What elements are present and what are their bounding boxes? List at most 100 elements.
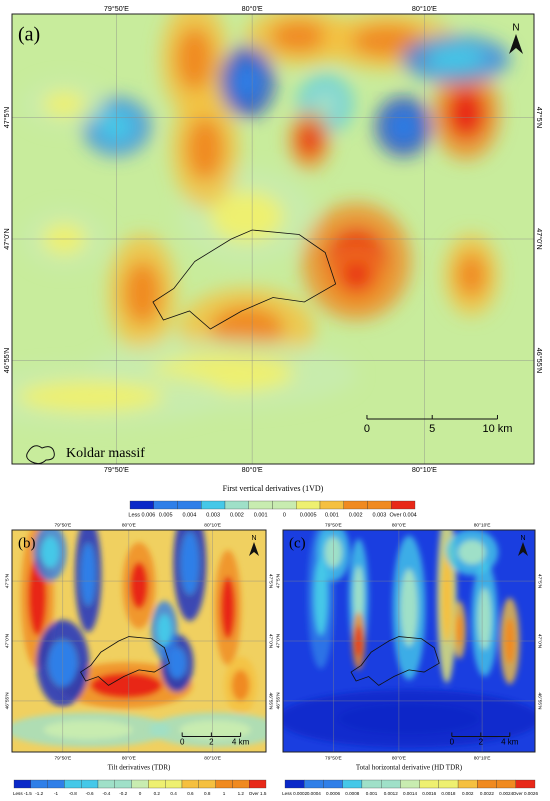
lon-label: 79°50'E xyxy=(325,755,342,761)
colorbar-swatch xyxy=(215,779,233,789)
north-arrow xyxy=(249,542,259,556)
colorbar-swatch xyxy=(391,500,416,510)
colorbar-label: 0.001 xyxy=(254,512,268,518)
colorbar-label: Over 0.0026 xyxy=(513,791,539,796)
anomaly-core xyxy=(179,720,251,740)
lat-label: 46°55'N xyxy=(268,692,274,710)
lon-label: 80°0'E xyxy=(242,4,263,13)
anomaly-core xyxy=(168,647,186,679)
anomaly-core xyxy=(313,557,328,636)
lat-label: 47°5'N xyxy=(275,573,281,588)
colorbar-label: 0.002 xyxy=(230,512,244,518)
colorbar-swatch xyxy=(496,779,516,789)
colorbar-swatch xyxy=(232,779,250,789)
panel-label: (c) xyxy=(289,535,306,551)
colorbar-label: -0.6 xyxy=(86,791,94,796)
colorbar-label: 0 xyxy=(283,512,286,518)
colorbar-label: 0.8 xyxy=(204,791,211,796)
lon-label: 80°10'E xyxy=(474,522,491,528)
colorbar-swatch xyxy=(457,779,478,789)
anomaly-core xyxy=(447,87,485,139)
scale-label: 5 xyxy=(429,423,435,435)
colorbar-swatch xyxy=(419,779,439,789)
map-panel xyxy=(12,530,266,752)
colorbar-label: 0.002 xyxy=(349,512,363,518)
anomaly-core xyxy=(298,124,321,156)
lon-label: 79°50'E xyxy=(104,465,129,474)
lat-label: 47°0'N xyxy=(2,228,11,249)
colorbar-swatch xyxy=(47,779,65,789)
colorbar-label: -0.8 xyxy=(69,791,77,796)
lon-label: 80°0'E xyxy=(392,522,406,528)
lon-label: 80°0'E xyxy=(242,465,263,474)
anomaly-core xyxy=(43,720,133,740)
anomaly-core xyxy=(400,568,418,647)
colorbar-label: -1 xyxy=(54,791,59,796)
colorbar-label: -0.4 xyxy=(102,791,110,796)
colorbar-swatch xyxy=(477,779,497,789)
lat-label: 47°0'N xyxy=(268,634,274,649)
colorbar-title: First vertical derivatives (1VD) xyxy=(223,484,324,493)
colorbar-swatch xyxy=(97,779,115,789)
colorbar-label: 0.005 xyxy=(159,512,173,518)
lon-label: 79°50'E xyxy=(54,755,71,761)
colorbar-label: 0.002 xyxy=(462,791,474,796)
map-panel xyxy=(283,530,535,752)
anomaly-field xyxy=(283,530,535,748)
panel-label: (a) xyxy=(18,24,40,46)
map-panel xyxy=(12,14,534,464)
colorbar-swatch xyxy=(224,500,249,510)
scale-label: 2 xyxy=(479,738,484,747)
anomaly-core xyxy=(220,576,236,639)
anomaly-core xyxy=(477,587,492,650)
colorbar-label: 0.0008 xyxy=(345,791,359,796)
lon-label: 80°10'E xyxy=(412,4,437,13)
colorbar-swatch xyxy=(248,500,273,510)
lat-label: 47°5'N xyxy=(535,107,544,128)
scale-label: 0 xyxy=(450,738,455,747)
colorbar-title: Tilt derivatives (TDR) xyxy=(108,764,171,772)
anomaly-core xyxy=(210,191,284,242)
north-label: N xyxy=(251,535,256,542)
anomaly-core xyxy=(269,20,329,53)
lat-label: 46°55'N xyxy=(2,348,11,373)
colorbar-swatch xyxy=(114,779,132,789)
lon-label: 80°10'E xyxy=(412,465,437,474)
colorbar-label: 0.0018 xyxy=(441,791,455,796)
lat-label: 46°55'N xyxy=(275,692,281,710)
anomaly-core xyxy=(90,672,162,698)
scale-label: 2 xyxy=(209,738,214,747)
colorbar-label: 0.0014 xyxy=(403,791,417,796)
lat-label: 47°5'N xyxy=(2,107,11,128)
colorbar-swatch xyxy=(129,500,154,510)
anomaly-core xyxy=(310,88,340,120)
colorbar-label: 0.0024 xyxy=(499,791,513,796)
colorbar-swatch xyxy=(381,779,401,789)
colorbar-label: 0.001 xyxy=(366,791,378,796)
colorbar-swatch xyxy=(201,500,226,510)
colorbar-label: 0.0006 xyxy=(326,791,340,796)
colorbar-swatch xyxy=(319,500,344,510)
lon-label: 79°50'E xyxy=(54,522,71,528)
lon-label: 80°0'E xyxy=(122,755,136,761)
lon-label: 79°50'E xyxy=(104,4,129,13)
anomaly-field xyxy=(12,530,266,748)
anomaly-core xyxy=(17,380,164,413)
koldar-outline xyxy=(350,636,440,686)
colorbar-label: -0.2 xyxy=(119,791,127,796)
colorbar-swatch xyxy=(30,779,48,789)
colorbar-swatch xyxy=(81,779,99,789)
colorbar-label: 0.6 xyxy=(187,791,194,796)
colorbar-swatch xyxy=(367,500,392,510)
scale-label: 4 km xyxy=(501,738,519,747)
scale-label: 4 km xyxy=(232,738,250,747)
lat-label: 46°55'N xyxy=(535,348,544,373)
colorbar-swatch xyxy=(13,779,31,789)
lat-label: 47°5'N xyxy=(4,573,10,588)
anomaly-core xyxy=(186,117,224,181)
colorbar-label: 0.004 xyxy=(182,512,196,518)
colorbar-swatch xyxy=(361,779,382,789)
colorbar-label: 0.0004 xyxy=(307,791,321,796)
colorbar-swatch xyxy=(148,779,166,789)
